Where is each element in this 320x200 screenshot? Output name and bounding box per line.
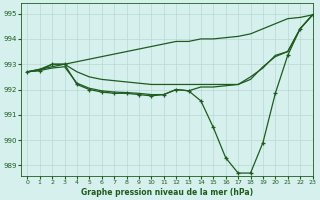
X-axis label: Graphe pression niveau de la mer (hPa): Graphe pression niveau de la mer (hPa) (81, 188, 253, 197)
